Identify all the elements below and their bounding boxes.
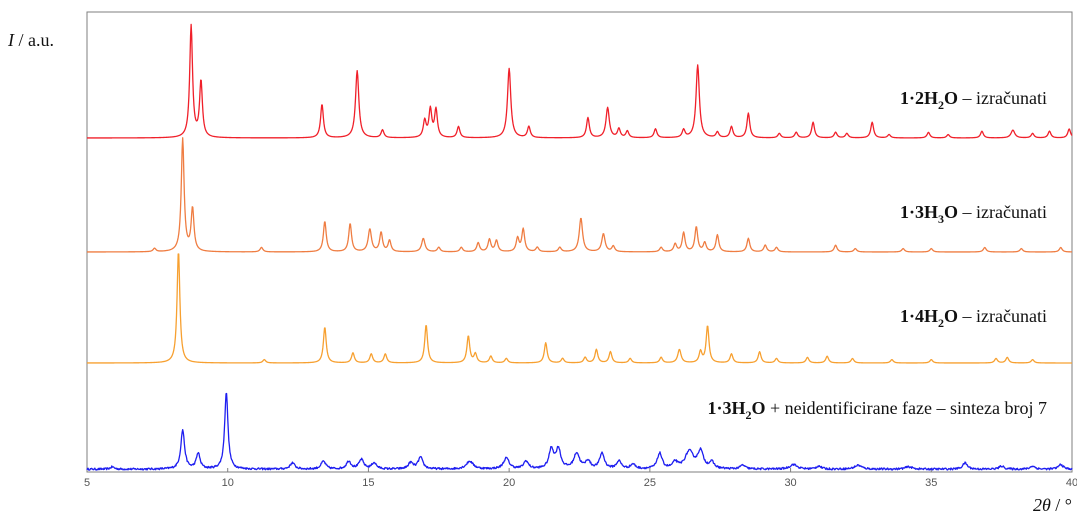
series-label-1: 1·2H2O – izračunati [900,88,1047,112]
x-tick-label: 15 [362,477,374,489]
x-axis-ticks: 5 10 15 20 25 30 35 40 [84,468,1077,489]
series-label-4: 1·3H2O + neidentificirane faze – sinteza… [707,398,1047,422]
x-tick-label: 40 [1066,477,1077,489]
x-tick-label: 30 [784,477,796,489]
series-line-4 [86,392,1073,471]
series-line-1 [86,23,1073,139]
traces [86,23,1073,471]
series-label-3: 1·4H2O – izračunati [900,306,1047,330]
x-tick-label: 5 [84,477,90,489]
series-label-2: 1·3H3O – izračunati [900,202,1047,226]
plot-frame [86,11,1073,473]
series-line-2 [86,137,1073,253]
x-tick-label: 35 [925,477,937,489]
x-tick-label: 10 [222,477,234,489]
series-line-3 [86,253,1073,364]
series-labels: 1·2H2O – izračunati 1·3H3O – izračunati 1·… [707,88,1047,422]
y-axis-label: I / a.u. [7,30,54,50]
x-axis-label: 2θ / ° [1033,495,1072,515]
x-tick-label: 25 [644,477,656,489]
x-tick-label: 20 [503,477,515,489]
